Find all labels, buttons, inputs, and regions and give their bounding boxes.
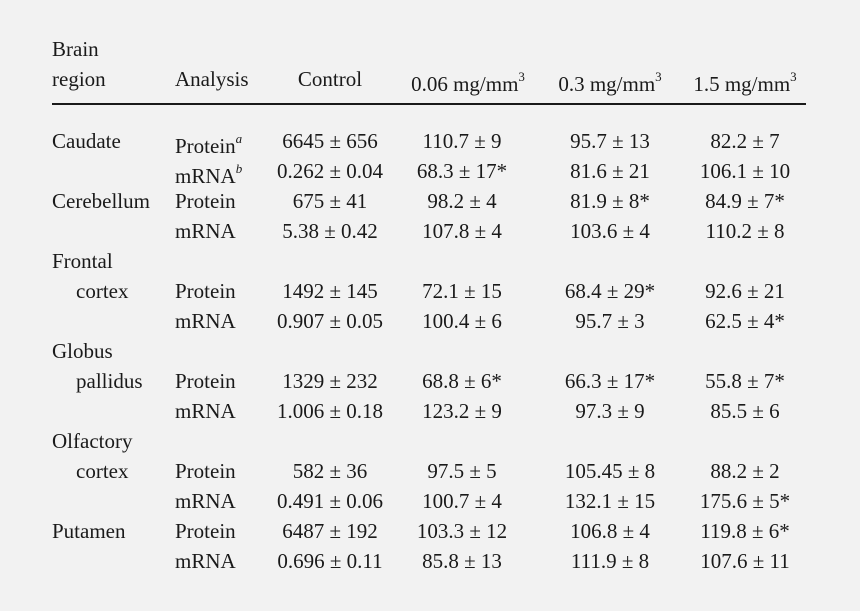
cell-dose-1-5: 62.5 ± 4* xyxy=(705,309,785,333)
cell-dose-0-06: 97.5 ± 5 xyxy=(427,459,497,483)
analysis-label: Protein xyxy=(175,518,236,544)
cell-dose-0-3: 132.1 ± 15 xyxy=(564,489,656,513)
cell-dose-1-5: 107.6 ± 11 xyxy=(700,549,790,573)
analysis-text: mRNA xyxy=(175,309,236,333)
cell-control: 582 ± 36 xyxy=(292,459,368,483)
header-rule xyxy=(52,103,806,105)
cell-dose-0-06: 100.7 ± 4 xyxy=(422,489,502,513)
analysis-label: mRNA xyxy=(175,548,236,574)
cell-dose-1-5: 92.6 ± 21 xyxy=(705,279,785,303)
region-label: Globus xyxy=(52,339,113,363)
cell-dose-1-5: 106.1 ± 10 xyxy=(699,159,791,183)
region-label-cont: cortex xyxy=(76,279,129,303)
region-label: Frontal xyxy=(52,249,113,273)
region-label: Olfactory xyxy=(52,429,133,453)
analysis-label: mRNA xyxy=(175,308,236,334)
cell-dose-1-5: 110.2 ± 8 xyxy=(705,219,785,243)
cell-dose-0-3: 95.7 ± 3 xyxy=(575,309,645,333)
cell-control: 1.006 ± 0.18 xyxy=(276,399,384,423)
footnote-marker: b xyxy=(235,161,243,176)
region-label: Putamen xyxy=(52,519,126,543)
analysis-text: Protein xyxy=(175,519,236,543)
region-label: Cerebellum xyxy=(52,189,150,213)
analysis-label: mRNA xyxy=(175,398,236,424)
header-region-line1: Brain xyxy=(52,37,99,61)
analysis-text: mRNA xyxy=(175,399,236,423)
cell-dose-0-06: 85.8 ± 13 xyxy=(422,549,502,573)
cell-dose-0-3: 68.4 ± 29* xyxy=(564,279,656,303)
analysis-label: Protein xyxy=(175,278,236,304)
analysis-text: mRNA xyxy=(175,219,236,243)
analysis-text: mRNA xyxy=(175,164,236,188)
analysis-text: Protein xyxy=(175,459,236,483)
cell-dose-1-5: 82.2 ± 7 xyxy=(710,129,780,153)
analysis-label: Protein xyxy=(175,458,236,484)
analysis-text: Protein xyxy=(175,134,236,158)
cell-dose-1-5: 85.5 ± 6 xyxy=(710,399,780,423)
cell-dose-1-5: 55.8 ± 7* xyxy=(705,369,785,393)
cell-dose-0-06: 68.8 ± 6* xyxy=(422,369,502,393)
region-label: Caudate xyxy=(52,129,121,153)
cell-dose-0-06: 68.3 ± 17* xyxy=(416,159,508,183)
cell-dose-1-5: 88.2 ± 2 xyxy=(710,459,780,483)
cell-control: 1329 ± 232 xyxy=(282,369,378,393)
analysis-label: Protein xyxy=(175,368,236,394)
cell-control: 1492 ± 145 xyxy=(282,279,378,303)
cell-dose-0-06: 98.2 ± 4 xyxy=(427,189,497,213)
cell-dose-0-06: 110.7 ± 9 xyxy=(422,129,502,153)
analysis-text: mRNA xyxy=(175,489,236,513)
footnote-marker: a xyxy=(235,131,243,146)
cell-dose-0-3: 66.3 ± 17* xyxy=(564,369,656,393)
analysis-text: Protein xyxy=(175,279,236,303)
cell-dose-1-5: 119.8 ± 6* xyxy=(700,519,790,543)
analysis-label: Protein xyxy=(175,188,236,214)
cell-dose-0-3: 103.6 ± 4 xyxy=(570,219,650,243)
cell-control: 0.491 ± 0.06 xyxy=(276,489,384,513)
cell-control: 6487 ± 192 xyxy=(282,519,378,543)
cell-dose-0-3: 81.9 ± 8* xyxy=(570,189,650,213)
analysis-text: mRNA xyxy=(175,549,236,573)
cell-control: 6645 ± 656 xyxy=(282,129,378,153)
cell-dose-0-3: 81.6 ± 21 xyxy=(570,159,650,183)
cell-dose-0-06: 123.2 ± 9 xyxy=(422,399,502,423)
header-dose-0-3: 0.3 mg/mm3 xyxy=(558,69,662,96)
header-region-line2: region xyxy=(52,67,106,91)
header-analysis: Analysis xyxy=(175,67,249,91)
cell-control: 0.907 ± 0.05 xyxy=(276,309,384,333)
cell-dose-0-3: 111.9 ± 8 xyxy=(570,549,650,573)
analysis-label: mRNAb xyxy=(175,158,242,189)
cell-dose-1-5: 175.6 ± 5* xyxy=(699,489,791,513)
cell-dose-0-06: 103.3 ± 12 xyxy=(416,519,508,543)
analysis-label: mRNA xyxy=(175,488,236,514)
cell-dose-0-3: 106.8 ± 4 xyxy=(570,519,650,543)
cell-dose-0-3: 97.3 ± 9 xyxy=(575,399,645,423)
cell-control: 0.696 ± 0.11 xyxy=(277,549,383,573)
analysis-text: Protein xyxy=(175,189,236,213)
cell-dose-0-06: 100.4 ± 6 xyxy=(422,309,502,333)
cell-control: 675 ± 41 xyxy=(292,189,368,213)
cell-dose-0-06: 107.8 ± 4 xyxy=(422,219,502,243)
analysis-label: mRNA xyxy=(175,218,236,244)
cell-dose-0-3: 95.7 ± 13 xyxy=(570,129,650,153)
region-label-cont: cortex xyxy=(76,459,129,483)
data-table: Brain region Analysis Control 0.06 mg/mm… xyxy=(52,36,808,576)
analysis-text: Protein xyxy=(175,369,236,393)
header-dose-1-5: 1.5 mg/mm3 xyxy=(693,69,797,96)
cell-dose-0-3: 105.45 ± 8 xyxy=(564,459,656,483)
cell-control: 5.38 ± 0.42 xyxy=(282,219,378,243)
cell-dose-1-5: 84.9 ± 7* xyxy=(705,189,785,213)
header-dose-0-06: 0.06 mg/mm3 xyxy=(411,69,525,96)
cell-dose-0-06: 72.1 ± 15 xyxy=(422,279,502,303)
region-label-cont: pallidus xyxy=(76,369,143,393)
analysis-label: Proteina xyxy=(175,128,242,159)
header-control: Control xyxy=(297,67,363,91)
cell-control: 0.262 ± 0.04 xyxy=(276,159,384,183)
